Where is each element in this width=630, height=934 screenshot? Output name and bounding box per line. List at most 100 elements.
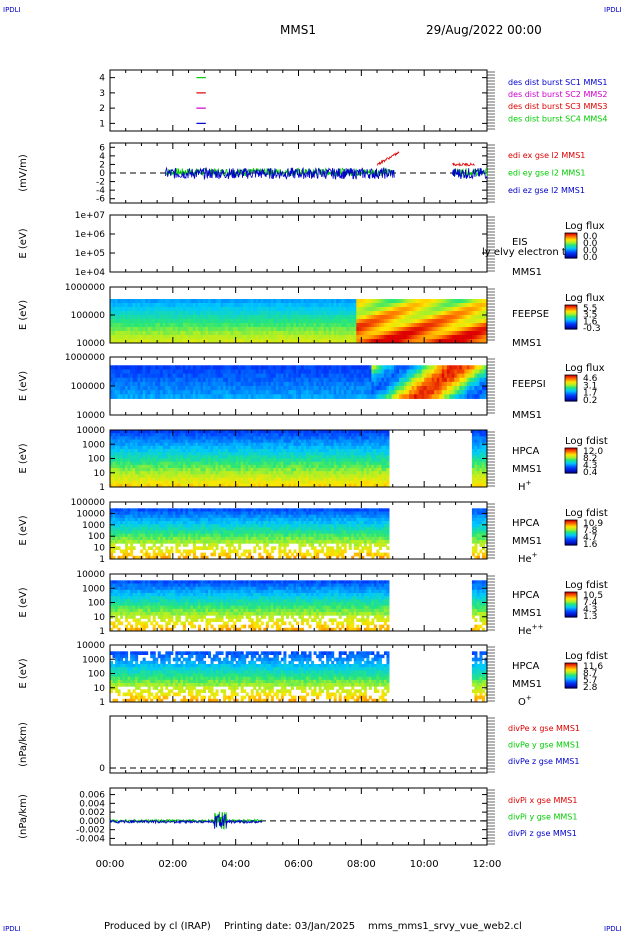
heatmap-cell <box>127 369 131 375</box>
heatmap-cell <box>220 386 224 391</box>
heatmap-cell <box>250 464 254 469</box>
heatmap-cell <box>150 299 154 304</box>
heatmap-cell <box>313 307 317 312</box>
heatmap-cell <box>205 323 209 328</box>
heatmap-cell <box>411 299 415 304</box>
heatmap-cell <box>120 307 124 312</box>
heatmap-cell <box>260 471 264 475</box>
heatmap-cell <box>157 449 161 453</box>
heatmap-cell <box>145 381 149 387</box>
heatmap-cell <box>220 471 224 475</box>
heatmap-cell <box>208 458 212 463</box>
heatmap-cell <box>165 381 169 387</box>
heatmap-cell <box>162 311 166 316</box>
heatmap-cell <box>130 331 134 336</box>
heatmap-cell <box>248 373 252 379</box>
heatmap-cell <box>285 386 289 391</box>
heatmap-cell <box>230 464 234 469</box>
heatmap-cell <box>464 394 468 399</box>
heatmap-cell <box>258 315 262 320</box>
heatmap-cell <box>311 439 315 444</box>
heatmap-cell <box>210 480 214 485</box>
heatmap-cell <box>298 445 302 450</box>
heatmap-cell <box>258 461 262 466</box>
heatmap-cell <box>245 477 249 482</box>
heatmap-cell <box>185 311 189 316</box>
heatmap-cell <box>235 307 239 312</box>
heatmap-cell <box>245 436 249 440</box>
heatmap-cell <box>233 452 237 456</box>
colorbar-cell <box>565 378 577 380</box>
heatmap-cell <box>147 477 151 482</box>
heatmap-cell <box>290 474 294 478</box>
heatmap-cell <box>165 390 169 395</box>
colorbar-cell <box>565 311 577 313</box>
heatmap-cell <box>323 439 327 444</box>
heatmap-cell <box>260 319 264 324</box>
heatmap-cell <box>142 386 146 391</box>
heatmap-cell <box>321 464 325 469</box>
heatmap-cell <box>476 377 480 383</box>
heatmap-cell <box>268 455 272 459</box>
heatmap-cell <box>125 327 129 332</box>
heatmap-cell <box>416 323 420 328</box>
heatmap-cell <box>127 311 131 316</box>
heatmap-cell <box>288 445 292 450</box>
heatmap-cell <box>338 319 342 324</box>
heatmap-cell <box>280 464 284 469</box>
heatmap-cell <box>306 335 310 340</box>
heatmap-cell <box>295 458 299 463</box>
panel-frame <box>109 69 488 132</box>
heatmap-cell <box>225 394 229 399</box>
heatmap-cell <box>439 327 443 332</box>
heatmap-cell <box>147 377 151 383</box>
heatmap-cell <box>250 369 254 375</box>
heatmap-cell <box>439 339 443 344</box>
heatmap-cell <box>165 483 169 488</box>
heatmap-cell <box>288 307 292 312</box>
heatmap-cell <box>112 339 116 344</box>
heatmap-cell <box>205 327 209 332</box>
heatmap-cell <box>278 430 282 434</box>
heatmap-cell <box>439 315 443 320</box>
heatmap-cell <box>115 477 119 482</box>
heatmap-cell <box>383 311 387 316</box>
heatmap-cell <box>323 311 327 316</box>
heatmap-cell <box>451 373 455 379</box>
heatmap-cell <box>152 442 156 447</box>
heatmap-cell <box>441 307 445 312</box>
heatmap-cell <box>245 307 249 312</box>
heatmap-cell <box>150 373 154 379</box>
heatmap-cell <box>213 369 217 375</box>
heatmap-cell <box>411 327 415 332</box>
heatmap-cell <box>371 381 375 387</box>
heatmap-cell <box>303 433 307 437</box>
heatmap-cell <box>376 381 380 387</box>
heatmap-cell <box>210 477 214 482</box>
heatmap-cell <box>293 323 297 328</box>
heatmap-cell <box>238 436 242 440</box>
heatmap-cell <box>142 455 146 459</box>
heatmap-cell <box>157 386 161 391</box>
heatmap-cell <box>399 386 403 391</box>
heatmap-cell <box>155 373 159 379</box>
heatmap-cell <box>356 323 360 328</box>
heatmap-cell <box>441 299 445 304</box>
heatmap-cell <box>225 303 229 308</box>
heatmap-cell <box>117 439 121 444</box>
heatmap-cell <box>240 390 244 395</box>
heatmap-cell <box>228 299 232 304</box>
heatmap-cell <box>233 445 237 450</box>
heatmap-cell <box>419 307 423 312</box>
heatmap-cell <box>192 477 196 482</box>
heatmap-cell <box>177 474 181 478</box>
heatmap-cell <box>122 452 126 456</box>
heatmap-cell <box>180 464 184 469</box>
heatmap-cell <box>306 299 310 304</box>
heatmap-cell <box>155 377 159 383</box>
heatmap-cell <box>202 323 207 328</box>
heatmap-cell <box>165 365 169 370</box>
heatmap-cell <box>421 369 425 375</box>
heatmap-cell <box>273 442 277 447</box>
heatmap-cell <box>243 471 247 475</box>
